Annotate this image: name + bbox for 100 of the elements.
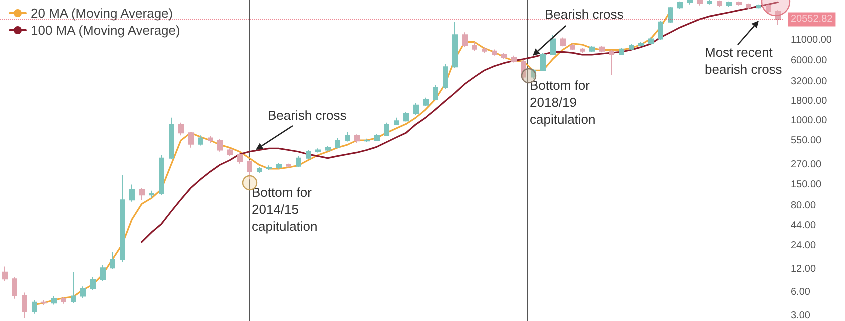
candlestick bbox=[707, 0, 712, 6]
candlestick bbox=[550, 34, 556, 56]
y-tick-label: 11000.00 bbox=[791, 35, 832, 46]
y-tick-label: 80.00 bbox=[791, 200, 816, 212]
candlestick bbox=[697, 0, 703, 6]
legend-label: 100 MA (Moving Average) bbox=[31, 23, 180, 38]
candlestick bbox=[159, 154, 164, 196]
candlestick bbox=[120, 174, 125, 263]
candlestick bbox=[775, 10, 781, 26]
candlestick bbox=[286, 163, 291, 168]
candlestick bbox=[668, 6, 673, 24]
candlestick bbox=[198, 135, 203, 146]
candlestick bbox=[501, 52, 507, 60]
candlestick bbox=[540, 52, 546, 72]
candlestick bbox=[257, 166, 262, 174]
candlestick bbox=[139, 188, 145, 201]
ref-line-label: 20552.82 bbox=[791, 14, 834, 26]
candlestick bbox=[394, 117, 399, 126]
y-tick-label: 24.00 bbox=[791, 240, 816, 252]
candlestick bbox=[609, 50, 614, 76]
y-tick-label: 3200.00 bbox=[791, 76, 828, 88]
candlestick bbox=[648, 37, 654, 46]
candlestick bbox=[452, 22, 458, 70]
candlestick bbox=[325, 146, 331, 152]
candlestick bbox=[677, 1, 683, 10]
candlestick bbox=[433, 84, 438, 101]
annotation: Bottom for 2014/15 capitulation bbox=[252, 185, 318, 234]
candlestick bbox=[41, 300, 47, 306]
candlestick bbox=[746, 3, 751, 10]
y-tick-label: 270.00 bbox=[791, 160, 822, 171]
candlestick bbox=[22, 292, 27, 319]
candlestick bbox=[354, 134, 360, 144]
candlestick bbox=[296, 156, 301, 168]
candlestick bbox=[335, 138, 340, 150]
candlestick bbox=[129, 184, 135, 202]
candlestick bbox=[247, 160, 252, 180]
annotation: Bearish cross bbox=[545, 7, 624, 22]
candlestick bbox=[188, 132, 194, 148]
candlestick bbox=[169, 117, 174, 160]
candlestick bbox=[80, 286, 86, 299]
candlestick bbox=[629, 44, 634, 51]
candlestick bbox=[726, 1, 732, 8]
candlestick bbox=[227, 148, 233, 157]
y-tick-label: 150.00 bbox=[791, 179, 822, 190]
candlestick bbox=[717, 0, 722, 8]
y-tick-label: 44.00 bbox=[791, 220, 816, 232]
candlestick bbox=[472, 42, 477, 52]
candlestick bbox=[149, 190, 154, 199]
candlestick bbox=[306, 150, 311, 160]
candlestick bbox=[32, 300, 37, 314]
legend-label: 20 MA (Moving Average) bbox=[31, 6, 174, 21]
annotation: Bearish cross bbox=[268, 108, 348, 123]
candlestick bbox=[51, 296, 57, 306]
candlestick bbox=[687, 0, 693, 6]
candlestick bbox=[462, 32, 468, 48]
candlestick bbox=[736, 1, 742, 6]
y-tick-label: 12.00 bbox=[791, 264, 816, 275]
candlestick bbox=[492, 49, 497, 56]
y-tick-label: 1000.00 bbox=[791, 116, 828, 127]
candlestick bbox=[178, 122, 184, 136]
annotation: Most recent bearish cross bbox=[705, 45, 783, 77]
candlestick bbox=[619, 48, 624, 56]
candlestick bbox=[100, 265, 106, 282]
candlestick bbox=[384, 122, 389, 137]
candlestick bbox=[61, 297, 66, 304]
candlestick bbox=[756, 4, 761, 10]
candlestick bbox=[570, 43, 575, 52]
candlestick bbox=[521, 59, 526, 82]
candlestick bbox=[511, 55, 517, 64]
annotation: Bottom for 2018/19 capitulation bbox=[530, 78, 596, 127]
candlestick bbox=[638, 42, 644, 48]
candlestick bbox=[345, 132, 350, 142]
candlestick bbox=[217, 138, 223, 152]
candlestick bbox=[580, 48, 585, 54]
candlestick bbox=[403, 112, 409, 122]
candlestick bbox=[315, 148, 321, 154]
candlestick bbox=[90, 276, 96, 291]
y-tick-label: 6000.00 bbox=[791, 56, 828, 67]
candlestick bbox=[413, 102, 419, 116]
candlestick bbox=[560, 37, 566, 48]
candlestick bbox=[110, 252, 115, 270]
candlestick bbox=[482, 46, 487, 54]
candlestick bbox=[266, 165, 272, 171]
candlestick bbox=[2, 266, 8, 282]
candlestick bbox=[364, 138, 370, 143]
y-tick-label: 3.00 bbox=[791, 310, 811, 321]
candlestick bbox=[276, 162, 282, 170]
candlestick bbox=[237, 152, 243, 164]
candlestick bbox=[599, 45, 605, 54]
candlestick bbox=[589, 46, 595, 53]
candlestick bbox=[374, 134, 380, 142]
candlestick bbox=[766, 4, 771, 14]
candlestick bbox=[208, 136, 213, 144]
y-tick-label: 550.00 bbox=[791, 136, 822, 147]
candlestick bbox=[423, 97, 429, 107]
candlestick bbox=[443, 63, 448, 90]
y-tick-label: 1800.00 bbox=[791, 96, 828, 107]
y-tick-label: 6.00 bbox=[791, 287, 811, 298]
candlestick bbox=[71, 272, 76, 304]
candlestick bbox=[658, 20, 663, 41]
